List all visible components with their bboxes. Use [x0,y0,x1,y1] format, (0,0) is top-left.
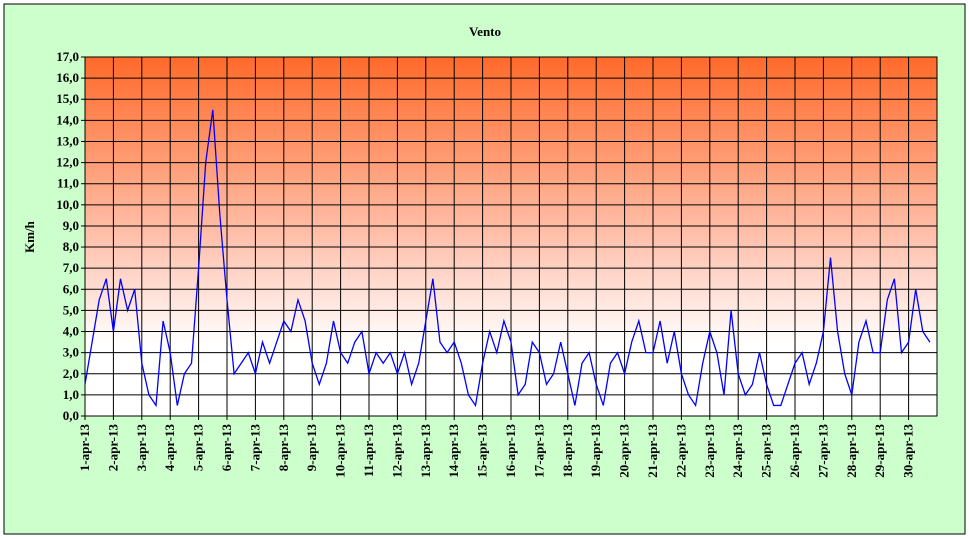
x-tick-label: 24-apr-13 [730,424,745,478]
y-tick-label: 13,0 [56,133,79,148]
x-tick-label: 7-apr-13 [247,424,262,472]
y-axis-label: Km/h [22,220,37,253]
x-tick-label: 15-apr-13 [475,424,490,478]
y-tick-label: 17,0 [56,49,79,64]
x-tick-label: 1-apr-13 [77,424,92,472]
y-tick-label: 2,0 [63,366,79,381]
y-tick-label: 4,0 [63,324,79,339]
x-tick-label: 18-apr-13 [560,424,575,478]
x-tick-label: 23-apr-13 [702,424,717,478]
x-tick-label: 16-apr-13 [503,424,518,478]
x-tick-label: 4-apr-13 [162,424,177,472]
data-line [84,109,931,408]
x-tick-label: 13-apr-13 [418,424,433,478]
y-tick-label: 5,0 [63,302,79,317]
y-tick-label: 7,0 [63,260,79,275]
plot-border [84,56,938,417]
x-tick-label: 12-apr-13 [389,424,404,478]
x-tick-label: 27-apr-13 [815,424,830,478]
x-tick-label: 9-apr-13 [304,424,319,472]
x-tick-label: 11-apr-13 [361,424,376,477]
y-tick-label: 9,0 [63,218,79,233]
x-tick-label: 14-apr-13 [446,424,461,478]
y-tick-label: 3,0 [63,345,79,360]
x-tick-label: 2-apr-13 [105,424,120,472]
y-tick-label: 10,0 [56,197,79,212]
y-tick-label: 8,0 [63,239,79,254]
y-tick-label: 14,0 [56,112,79,127]
x-tick-label: 3-apr-13 [134,424,149,472]
x-tick-label: 19-apr-13 [588,424,603,478]
x-tick-label: 26-apr-13 [787,424,802,478]
x-tick-label: 5-apr-13 [191,424,206,472]
x-tick-label: 25-apr-13 [759,424,774,478]
x-tick-label: 22-apr-13 [673,424,688,478]
x-tick-label: 20-apr-13 [617,424,632,478]
x-tick-label: 8-apr-13 [276,424,291,472]
chart-title: Vento [469,24,501,39]
x-tick-label: 21-apr-13 [645,424,660,478]
x-tick-label: 29-apr-13 [872,424,887,478]
y-tick-label: 11,0 [57,176,79,191]
x-tick-label: 30-apr-13 [901,424,916,478]
y-tick-label: 1,0 [63,387,79,402]
y-tick-label: 15,0 [56,91,79,106]
x-tick-label: 28-apr-13 [844,424,859,478]
y-tick-label: 0,0 [63,408,79,423]
y-tick-label: 16,0 [56,70,79,85]
y-tick-label: 6,0 [63,281,79,296]
x-tick-label: 10-apr-13 [333,424,348,478]
x-tick-label: 6-apr-13 [219,424,234,472]
x-tick-label: 17-apr-13 [531,424,546,478]
y-tick-label: 12,0 [56,155,79,170]
